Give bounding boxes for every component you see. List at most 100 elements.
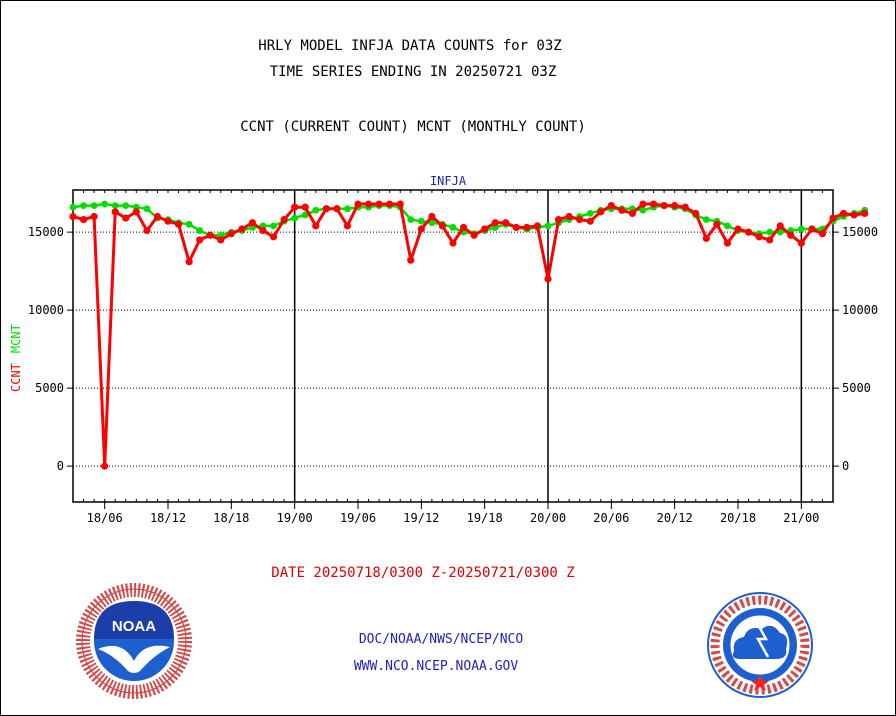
gridlines bbox=[73, 231, 833, 467]
data-point-ccnt bbox=[122, 214, 130, 222]
data-point-ccnt bbox=[639, 200, 647, 208]
data-point-mcnt bbox=[407, 216, 415, 224]
data-point-mcnt bbox=[417, 217, 425, 225]
data-point-ccnt bbox=[238, 225, 246, 233]
data-point-ccnt bbox=[407, 256, 415, 264]
data-point-ccnt bbox=[291, 203, 299, 211]
data-point-ccnt bbox=[343, 222, 352, 230]
data-point-mcnt bbox=[122, 202, 130, 210]
data-point-mcnt bbox=[312, 206, 320, 214]
data-point-ccnt bbox=[597, 208, 605, 216]
data-point-ccnt bbox=[90, 212, 98, 221]
data-point-ccnt bbox=[829, 214, 837, 222]
data-point-ccnt bbox=[861, 209, 869, 217]
data-point-ccnt bbox=[766, 236, 774, 244]
series-description: CCNT (CURRENT COUNT) MCNT (MONTHLY COUNT… bbox=[240, 119, 586, 135]
data-point-ccnt bbox=[69, 212, 77, 221]
chart-title: INFJA bbox=[430, 174, 467, 188]
data-point-ccnt bbox=[364, 200, 373, 208]
data-point-ccnt bbox=[671, 202, 679, 210]
data-point-ccnt bbox=[111, 208, 119, 216]
series-line-ccnt bbox=[72, 202, 865, 468]
data-point-ccnt bbox=[438, 222, 447, 230]
data-point-mcnt bbox=[80, 202, 87, 210]
data-point-ccnt bbox=[269, 233, 278, 241]
y-tick-label-right: 0 bbox=[842, 459, 849, 473]
x-tick-label: 20/00 bbox=[530, 511, 566, 525]
data-point-ccnt bbox=[660, 202, 668, 210]
noaa-logo-icon: NOAA bbox=[76, 583, 192, 699]
data-point-mcnt bbox=[90, 202, 98, 210]
data-point-ccnt bbox=[755, 233, 763, 241]
data-point-ccnt bbox=[322, 205, 330, 213]
data-point-ccnt bbox=[692, 209, 700, 217]
data-point-mcnt bbox=[143, 205, 151, 213]
data-point-mcnt bbox=[449, 224, 457, 231]
y-axis-label-ccnt: CCNT bbox=[9, 363, 23, 392]
data-point-ccnt bbox=[312, 222, 320, 230]
data-point-ccnt bbox=[449, 239, 457, 247]
data-point-ccnt bbox=[217, 236, 225, 244]
y-axis-label-mcnt: MCNT bbox=[9, 324, 23, 353]
doc-noaa-link[interactable]: DOC/NOAA/NWS/NCEP/NCO bbox=[358, 632, 524, 647]
data-point-ccnt bbox=[417, 225, 425, 233]
data-point-ccnt bbox=[544, 275, 552, 283]
data-point-ccnt bbox=[512, 223, 520, 232]
x-tick-label: 19/18 bbox=[467, 511, 503, 525]
data-point-ccnt bbox=[333, 205, 341, 213]
x-tick-label: 20/18 bbox=[720, 511, 756, 525]
data-point-ccnt bbox=[607, 202, 615, 210]
data-point-ccnt bbox=[797, 239, 805, 247]
data-point-ccnt bbox=[280, 216, 288, 224]
data-point-ccnt bbox=[839, 209, 848, 217]
data-point-ccnt bbox=[723, 239, 732, 247]
data-point-ccnt bbox=[164, 217, 172, 225]
data-point-ccnt bbox=[565, 212, 573, 221]
data-point-ccnt bbox=[375, 200, 383, 208]
data-point-ccnt bbox=[850, 211, 858, 219]
data-point-ccnt bbox=[185, 258, 193, 266]
data-point-ccnt bbox=[523, 223, 531, 232]
y-tick-label-right: 5000 bbox=[842, 381, 871, 395]
data-point-ccnt bbox=[586, 217, 594, 225]
data-point-mcnt bbox=[291, 214, 299, 222]
data-point-ccnt bbox=[227, 230, 235, 238]
data-point-mcnt bbox=[586, 210, 594, 217]
data-point-mcnt bbox=[196, 227, 204, 234]
data-point-ccnt bbox=[206, 231, 214, 239]
data-point-ccnt bbox=[734, 225, 742, 233]
data-point-mcnt bbox=[428, 219, 436, 227]
data-series bbox=[69, 200, 869, 470]
data-point-mcnt bbox=[185, 220, 193, 228]
data-point-ccnt bbox=[554, 216, 563, 224]
data-point-mcnt bbox=[797, 225, 805, 233]
x-tick-label: 20/06 bbox=[593, 511, 629, 525]
data-point-ccnt bbox=[481, 225, 489, 233]
tick-labels: 0 0 5000 5000 10000 10000 15000 15000 18/06 18/12… bbox=[28, 225, 878, 525]
data-point-mcnt bbox=[639, 206, 647, 214]
x-tick-label: 18/12 bbox=[150, 511, 186, 525]
data-point-ccnt bbox=[628, 209, 637, 217]
x-tick-label: 18/06 bbox=[87, 511, 123, 525]
data-point-ccnt bbox=[808, 225, 816, 233]
data-point-ccnt bbox=[132, 208, 140, 216]
data-point-mcnt bbox=[270, 222, 277, 230]
data-point-ccnt bbox=[533, 222, 542, 230]
plot-border bbox=[72, 189, 834, 503]
x-tick-label: 19/06 bbox=[340, 511, 376, 525]
data-point-ccnt bbox=[259, 226, 267, 235]
data-point-ccnt bbox=[744, 228, 753, 236]
data-point-ccnt bbox=[713, 220, 721, 228]
data-point-ccnt bbox=[776, 222, 784, 230]
data-point-ccnt bbox=[491, 219, 499, 227]
date-range-label: DATE 20250718/0300 Z-20250721/0300 Z bbox=[271, 565, 575, 581]
data-point-mcnt bbox=[766, 228, 774, 236]
data-point-mcnt bbox=[544, 222, 552, 230]
data-point-ccnt bbox=[301, 203, 309, 211]
nco-website-link[interactable]: WWW.NCO.NCEP.NOAA.GOV bbox=[353, 659, 519, 674]
y-tick-label-left: 10000 bbox=[28, 303, 64, 317]
data-point-mcnt bbox=[69, 203, 77, 211]
nws-logo-icon bbox=[707, 592, 813, 698]
data-point-ccnt bbox=[502, 219, 510, 227]
